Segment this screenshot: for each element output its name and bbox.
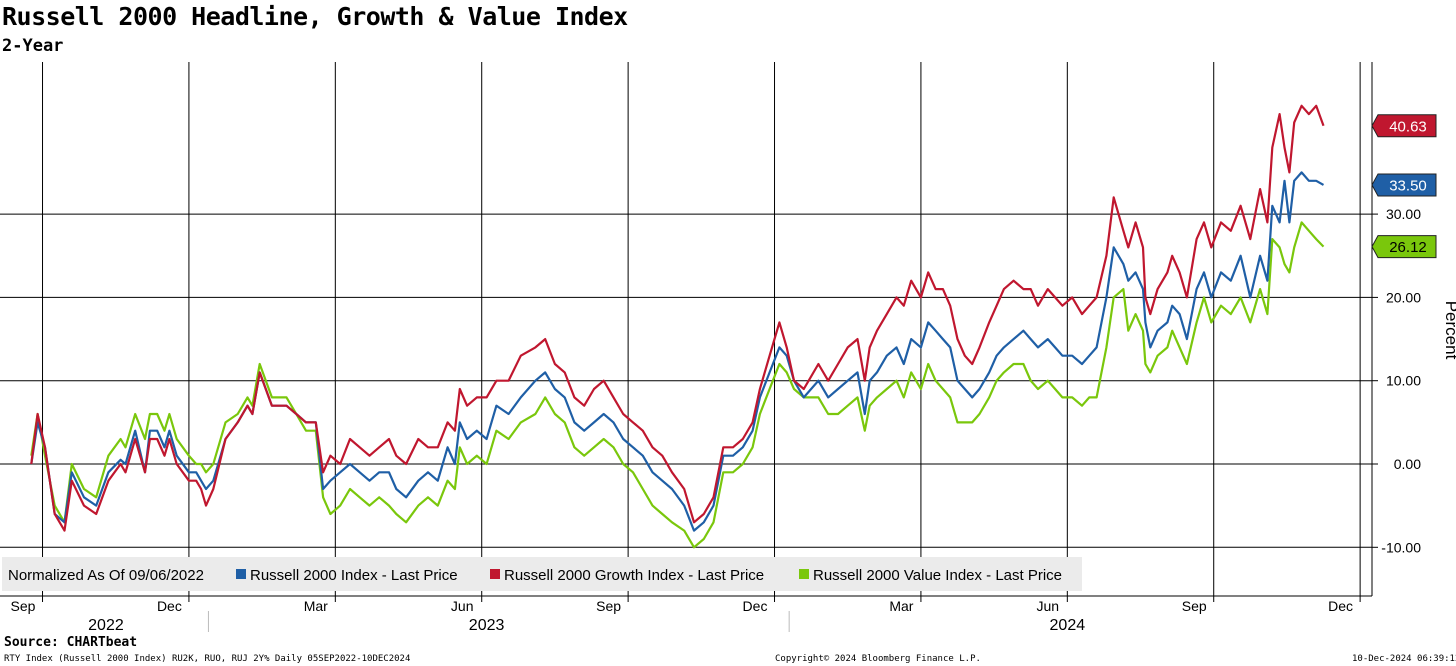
y-tick-label: 20.00 xyxy=(1386,289,1421,305)
last-value-tag-value: 26.12 xyxy=(1371,235,1437,259)
legend-swatch-headline xyxy=(236,569,246,579)
last-value-label: 40.63 xyxy=(1389,118,1427,135)
last-value-tag-bg xyxy=(1371,114,1437,138)
y-axis-label: Percent xyxy=(1442,301,1456,360)
y-tick-labels: -10.00 0.00 10.00 20.00 30.00 xyxy=(1381,206,1421,555)
x-tick-label: Jun xyxy=(451,598,474,614)
last-value-tag-headline: 33.50 xyxy=(1371,173,1437,197)
x-tick-label: Mar xyxy=(889,598,913,614)
x-year-label: 2024 xyxy=(1050,617,1086,634)
vertical-gridlines xyxy=(42,62,1361,602)
plot-area xyxy=(0,62,1372,596)
footer-copyright: Copyright© 2024 Bloomberg Finance L.P. xyxy=(775,654,981,664)
chart-title: Russell 2000 Headline, Growth & Value In… xyxy=(2,2,628,31)
legend-swatch-value xyxy=(799,569,809,579)
x-year-label: 2023 xyxy=(469,617,505,634)
series-lines xyxy=(30,104,1325,549)
y-tick-label: 10.00 xyxy=(1386,373,1421,389)
footer-timestamp: 10-Dec-2024 06:39:12 xyxy=(1352,654,1456,664)
x-tick-label: Sep xyxy=(1182,598,1207,614)
x-tick-label: Jun xyxy=(1037,598,1060,614)
x-tick-label: Sep xyxy=(596,598,621,614)
last-value-tag-bg xyxy=(1371,235,1437,259)
last-value-label: 26.12 xyxy=(1389,239,1427,256)
y-tick-label: 0.00 xyxy=(1394,456,1421,472)
y-tick-label: 30.00 xyxy=(1386,206,1421,222)
x-tick-labels: Sep Dec Mar Jun Sep Dec Mar Jun Sep Dec 2022 2023 20… xyxy=(11,598,1354,634)
source-note: Source: CHARTbeat xyxy=(4,635,138,650)
legend-label-value: Russell 2000 Value Index - Last Price xyxy=(813,567,1062,584)
x-tick-label: Dec xyxy=(157,598,182,614)
legend-label-headline: Russell 2000 Index - Last Price xyxy=(250,567,458,584)
footer-series-info: RTY Index (Russell 2000 Index) RU2K, RUO… xyxy=(4,654,411,664)
x-tick-label: Sep xyxy=(11,598,36,614)
last-value-tag-growth: 40.63 xyxy=(1371,114,1437,138)
x-year-label: 2022 xyxy=(88,617,124,634)
last-value-tag-bg xyxy=(1371,173,1437,197)
legend-note: Normalized As Of 09/06/2022 xyxy=(8,567,204,584)
legend-swatch-growth xyxy=(490,569,500,579)
legend-label-growth: Russell 2000 Growth Index - Last Price xyxy=(504,567,764,584)
legend: Normalized As Of 09/06/2022 Russell 2000 … xyxy=(2,557,1082,591)
series-line-growth xyxy=(30,104,1325,532)
series-line-value xyxy=(30,221,1325,549)
chart-subtitle: 2-Year xyxy=(2,36,64,56)
last-value-labels: 33.50 40.63 26.12 xyxy=(1371,114,1437,259)
y-tick-label: -10.00 xyxy=(1381,539,1421,555)
legend-background xyxy=(2,557,1082,591)
x-tick-label: Dec xyxy=(743,598,768,614)
x-tick-label: Mar xyxy=(304,598,328,614)
last-value-label: 33.50 xyxy=(1389,177,1427,194)
x-tick-label: Dec xyxy=(1328,598,1353,614)
